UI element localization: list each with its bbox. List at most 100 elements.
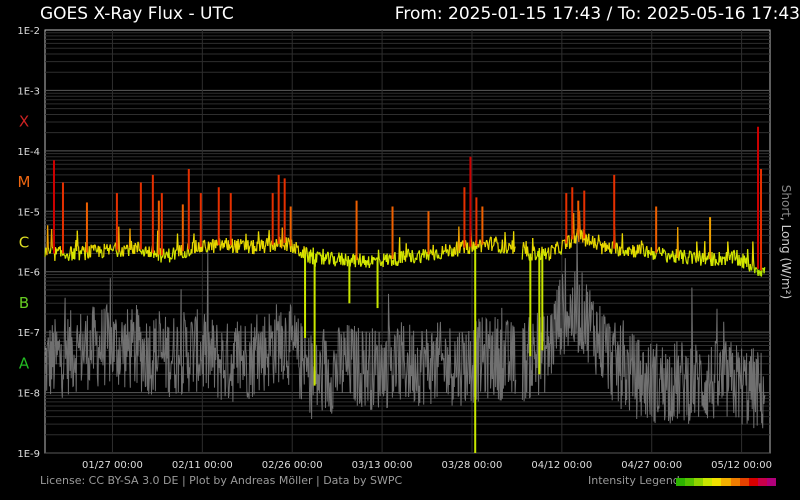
- long-series-segment: [533, 246, 536, 251]
- legend-swatch: [703, 478, 713, 486]
- long-series-segment: [483, 241, 486, 244]
- long-series-segment: [341, 252, 343, 258]
- long-series-segment: [334, 263, 337, 267]
- long-series-segment: [428, 253, 430, 261]
- long-series-segment: [146, 252, 148, 254]
- long-series-segment: [684, 255, 687, 258]
- long-series-segment: [125, 244, 128, 250]
- long-series-segment: [656, 249, 659, 252]
- long-series-segment: [380, 261, 383, 267]
- long-series-segment: [204, 246, 207, 250]
- long-series-segment: [678, 251, 681, 261]
- long-series-segment: [150, 249, 153, 257]
- long-series-segment: [575, 237, 577, 244]
- long-series-segment: [610, 251, 613, 255]
- long-series-segment: [399, 251, 402, 263]
- long-series-segment: [238, 242, 241, 248]
- long-series-segment: [93, 244, 95, 251]
- long-series-segment: [484, 242, 487, 248]
- legend-swatch: [748, 478, 758, 486]
- long-series-segment: [685, 261, 688, 264]
- short-series-line: [44, 230, 766, 429]
- long-series-segment: [462, 240, 465, 245]
- long-series-segment: [654, 254, 657, 258]
- long-series-segment: [343, 258, 345, 265]
- long-series-segment: [471, 249, 474, 252]
- long-series-segment: [594, 238, 596, 244]
- long-series-segment: [720, 256, 722, 260]
- long-series-segment: [418, 250, 421, 262]
- long-series-segment: [592, 235, 594, 245]
- long-series-segment: [453, 247, 456, 255]
- long-series-segment: [611, 241, 614, 252]
- long-series-segment: [331, 251, 333, 257]
- long-series-segment: [351, 254, 354, 263]
- long-series-segment: [307, 258, 310, 263]
- long-series-segment: [128, 247, 130, 256]
- long-series-segment: [575, 232, 578, 238]
- long-series-segment: [379, 259, 382, 265]
- long-series-segment: [70, 246, 72, 248]
- long-series-segment: [238, 247, 240, 250]
- long-series-segment: [646, 245, 648, 251]
- long-series-segment: [69, 246, 72, 253]
- long-series-segment: [527, 253, 530, 257]
- long-series-segment: [430, 249, 432, 252]
- long-series-segment: [553, 247, 556, 250]
- x-tick-label: 02/11 00:00: [172, 460, 233, 471]
- x-tick-label: 01/27 00:00: [82, 460, 143, 471]
- long-series-segment: [47, 225, 49, 248]
- long-series-segment: [76, 230, 79, 247]
- long-series-segment: [585, 234, 588, 240]
- long-series-segment: [375, 258, 377, 260]
- long-series-segment: [368, 264, 371, 268]
- long-series-segment: [329, 258, 331, 264]
- long-series-segment: [169, 257, 172, 260]
- long-series-segment: [274, 246, 277, 251]
- long-series-segment: [628, 246, 631, 250]
- legend-swatch: [694, 478, 704, 486]
- long-series-segment: [178, 245, 181, 250]
- long-series-segment: [665, 255, 668, 261]
- long-series-segment: [265, 239, 268, 245]
- long-series-segment: [409, 252, 412, 262]
- long-series-segment: [763, 267, 766, 274]
- long-series-segment: [182, 256, 184, 259]
- long-series-segment: [747, 249, 749, 260]
- long-series-segment: [174, 250, 177, 260]
- long-series-segment: [262, 241, 265, 248]
- long-series-segment: [170, 257, 173, 260]
- long-series-segment: [391, 262, 393, 266]
- long-series-segment: [509, 244, 512, 250]
- long-series-segment: [142, 249, 145, 257]
- long-series-segment: [91, 246, 93, 249]
- long-series-segment: [68, 252, 71, 257]
- long-series-segment: [474, 242, 476, 247]
- long-series-segment: [495, 236, 498, 239]
- long-series-segment: [447, 254, 450, 257]
- legend-swatch: [757, 478, 767, 486]
- flare-class-label: X: [19, 113, 29, 131]
- long-series-segment: [459, 249, 461, 254]
- long-series-segment: [416, 254, 418, 260]
- long-series-segment: [225, 238, 228, 247]
- long-series-segment: [505, 243, 507, 252]
- long-series-segment: [327, 252, 330, 265]
- long-series-segment: [542, 248, 545, 254]
- long-series-segment: [642, 249, 645, 255]
- chart-title: GOES X-Ray Flux - UTC: [40, 4, 234, 24]
- long-series-segment: [715, 259, 718, 264]
- long-series-segment: [433, 253, 436, 261]
- long-series-segment: [328, 263, 331, 265]
- long-series-segment: [727, 241, 730, 252]
- long-series-segment: [360, 264, 362, 267]
- long-series-segment: [184, 251, 186, 258]
- long-series-segment: [394, 251, 397, 265]
- long-series-segment: [683, 249, 686, 257]
- long-series-segment: [293, 243, 296, 252]
- long-series-segment: [229, 246, 232, 249]
- long-series-segment: [423, 252, 426, 258]
- long-series-segment: [615, 242, 617, 254]
- long-series-segment: [563, 239, 565, 242]
- long-series-segment: [696, 241, 699, 256]
